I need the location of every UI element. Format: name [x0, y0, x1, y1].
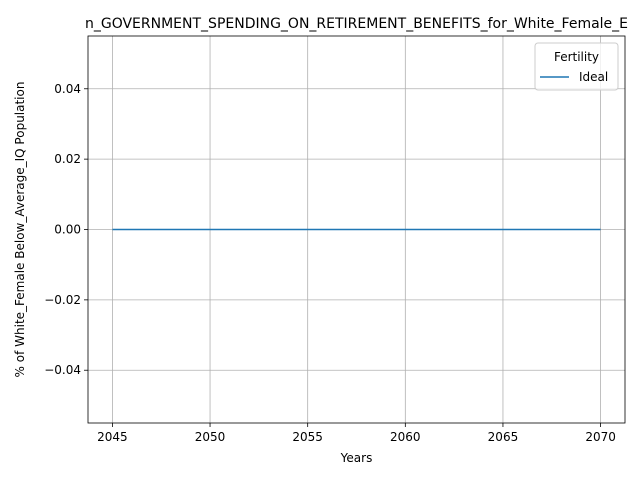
legend-title: Fertility	[554, 50, 599, 64]
x-tick-label: 2050	[195, 430, 226, 444]
y-tick-label: 0.02	[54, 152, 81, 166]
x-tick-label: 2045	[97, 430, 128, 444]
y-tick-label: −0.04	[44, 363, 81, 377]
x-tick-label: 2070	[585, 430, 616, 444]
y-tick-label: 0.04	[54, 82, 81, 96]
x-tick-label: 2065	[488, 430, 519, 444]
y-axis-ticks: −0.04 −0.02 0.00 0.02 0.04	[44, 82, 88, 377]
x-axis-label: Years	[340, 451, 373, 465]
y-axis-label: % of White_Female Below_Average_IQ Popul…	[13, 82, 27, 378]
y-tick-label: −0.02	[44, 293, 81, 307]
legend: Fertility Ideal	[534, 42, 619, 91]
y-tick-label: 0.00	[54, 223, 81, 237]
x-tick-label: 2055	[292, 430, 323, 444]
legend-label-ideal: Ideal	[579, 70, 608, 84]
chart-title: n_GOVERNMENT_SPENDING_ON_RETIREMENT_BENE…	[85, 16, 628, 32]
x-tick-label: 2060	[390, 430, 421, 444]
legend-box	[534, 42, 619, 91]
x-axis-ticks: 2045 2050 2055 2060 2065 2070	[97, 423, 616, 444]
